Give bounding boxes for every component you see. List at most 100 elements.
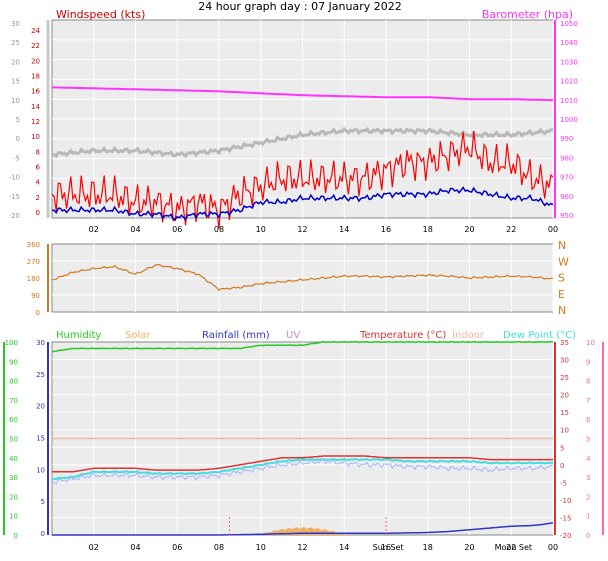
windspeed-label: Windspeed (kts) [56,8,145,21]
humidity-tick: 90 [9,358,18,366]
humidity-tick: 0 [14,532,18,540]
wind-tick: 20 [31,57,40,65]
wind-outer-tick: 5 [16,116,20,124]
wind-outer-tick: -15 [9,193,20,201]
legend-4: Temperature (°C) [359,330,446,341]
humidity-tick: 50 [9,436,18,444]
temp-tick: 5 [560,444,564,452]
rain-tick: 30 [36,339,45,347]
humidity-line [51,340,553,353]
temp-x-tick: 18 [423,543,433,552]
wind-outer-tick: 30 [11,20,20,28]
barometer-label: Barometer (hpa) [482,8,573,21]
temp-tick: 25 [560,374,569,382]
wind-x-tick: 00 [548,225,558,234]
baro-tick: 980 [560,154,573,162]
uv-tick: 7 [586,397,590,405]
wind-tick: 12 [31,118,40,126]
wind-outer-tick: 20 [11,58,20,66]
humidity-tick: 70 [9,397,18,405]
temp-x-tick: 00 [548,543,558,552]
uv-tick: 10 [586,339,595,347]
direction-tick: 270 [27,258,40,266]
wind-outer-tick: -10 [9,174,20,182]
temp-x-tick: 20 [464,543,474,552]
light-line [51,458,553,485]
chart-title: 24 hour graph day : 07 January 2022 [198,0,402,13]
baro-tick: 990 [560,135,573,143]
direction-tick: 0 [36,309,40,317]
gust-line [51,131,554,229]
wind-tick: 0 [36,209,40,217]
wind-tick: 8 [36,148,40,156]
wind-x-tick: 22 [506,225,516,234]
sun-set-label: Sun Set [373,543,404,552]
humidity-tick: 80 [9,378,18,386]
temp-x-tick: 02 [89,543,99,552]
temp-tick: 20 [560,392,569,400]
temp-x-tick: 08 [214,543,224,552]
baro-tick: 1020 [560,78,578,86]
wind-x-tick: 02 [89,225,99,234]
humidity-tick: 60 [9,416,18,424]
temp-x-tick: 06 [172,543,182,552]
wind-tick: 22 [31,42,40,50]
wind-tick: 6 [36,164,41,172]
moon-set-label: Moon Set [495,543,532,552]
humidity-tick: 10 [9,513,18,521]
temp-tick: 10 [560,427,569,435]
temp-tick: 15 [560,409,569,417]
direction-line [51,263,554,292]
baro-tick: 1050 [560,20,578,28]
wind-x-tick: 06 [172,225,182,234]
wind-outer-tick: 10 [11,97,20,105]
rain-tick: 25 [36,371,45,379]
temp-x-tick: 04 [130,543,140,552]
wind-outer-tick: -20 [9,212,20,220]
wind-x-tick: 14 [339,225,349,234]
uv-tick: 1 [586,513,590,521]
baro-tick: 960 [560,193,573,201]
baro-tick: 1040 [560,39,578,47]
wind-outer-tick: 15 [11,78,20,86]
legend-1: Solar [125,330,151,341]
legend-0: Humidity [56,330,101,341]
uv-tick: 8 [586,378,590,386]
legend-5: Indoor [452,330,485,341]
uv-tick: 9 [586,358,590,366]
temp-tick: -10 [560,497,571,505]
wind-tick: 10 [31,133,40,141]
legend-3: UV [286,330,300,341]
wind-x-tick: 16 [381,225,391,234]
wind-tick: 18 [31,73,40,81]
legend-2: Rainfall (mm) [202,330,270,341]
baro-tick: 1010 [560,97,578,105]
temp-tick: 0 [560,462,564,470]
barometer-line [51,86,554,102]
baro-tick: 970 [560,174,573,182]
compass-tick: E [558,288,565,301]
dewpoint-line [51,457,553,481]
temp-x-tick: 10 [256,543,266,552]
wind-outer-tick: 0 [16,135,20,143]
baro-tick: 1030 [560,58,578,66]
direction-tick: 90 [31,292,40,300]
temp-x-tick: 12 [297,543,307,552]
wind-x-tick: 12 [297,225,307,234]
wind-tick: 16 [31,88,40,96]
rain-tick: 0 [41,530,45,538]
baro-tick: 1000 [560,116,578,124]
wind-tick: 4 [36,179,41,187]
compass-tick: N [558,304,566,317]
temp-tick: 30 [560,357,569,365]
uv-tick: 0 [586,532,590,540]
gray-line [51,126,553,159]
uv-tick: 3 [586,474,590,482]
temp-x-tick: 22 [506,543,516,552]
temperature-line [52,455,553,473]
compass-tick: S [558,272,565,285]
temp-tick: 35 [560,339,569,347]
compass-tick: N [558,239,566,252]
baro-tick: 950 [560,212,573,220]
